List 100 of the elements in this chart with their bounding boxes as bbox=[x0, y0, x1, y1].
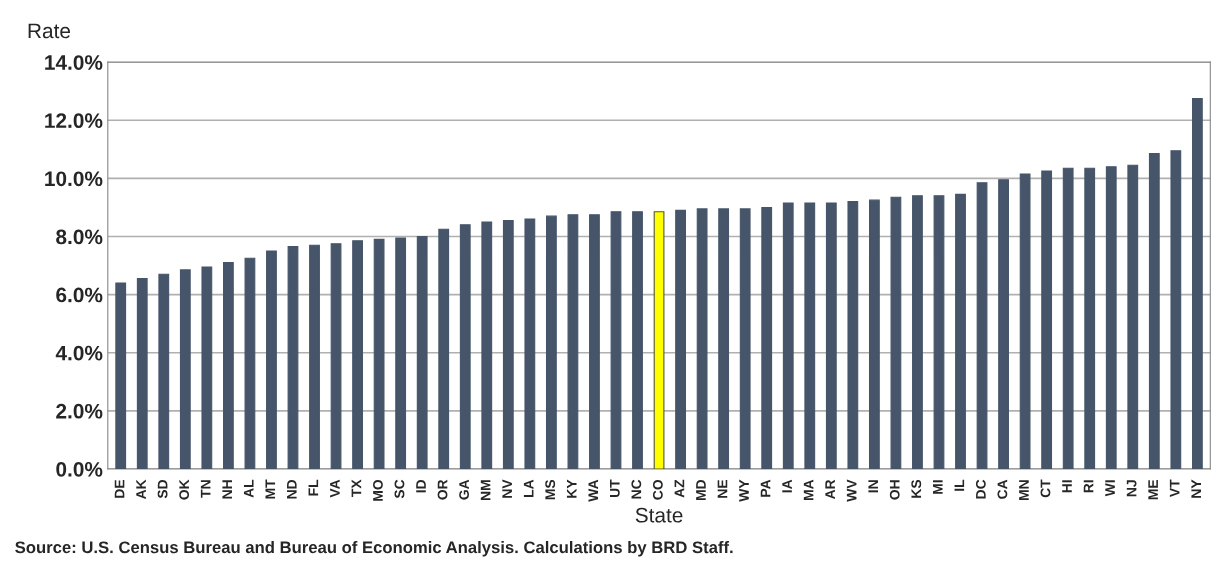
bar bbox=[589, 214, 600, 469]
bar bbox=[201, 266, 213, 469]
x-tick-label: IN bbox=[868, 480, 878, 493]
bar bbox=[1148, 153, 1160, 469]
x-tick-label: MS bbox=[545, 479, 556, 500]
x-tick-label: ND bbox=[287, 479, 297, 499]
x-tick-label: WI bbox=[1105, 480, 1115, 497]
x-tick-label: VT bbox=[1169, 479, 1180, 498]
bar bbox=[1041, 170, 1053, 469]
x-tick-label: NV bbox=[502, 479, 512, 498]
y-axis-title: Rate bbox=[28, 23, 71, 39]
bar bbox=[373, 238, 385, 469]
bar bbox=[847, 201, 859, 469]
x-tick-label: NE bbox=[717, 479, 728, 498]
bar bbox=[459, 224, 471, 469]
y-tick-label: 0.0% bbox=[56, 461, 103, 477]
x-tick-label: MN bbox=[1019, 480, 1029, 501]
x-tick-label: WA bbox=[588, 479, 599, 502]
x-tick-label: FL bbox=[308, 479, 319, 496]
bar bbox=[976, 182, 988, 469]
y-tick-label: 14.0% bbox=[45, 55, 103, 70]
bar bbox=[545, 215, 557, 469]
bar bbox=[1019, 173, 1031, 469]
x-tick-label: CT bbox=[1040, 479, 1051, 498]
bar bbox=[1127, 164, 1139, 469]
x-tick-label: NH bbox=[222, 480, 232, 499]
bar bbox=[868, 199, 880, 469]
bar bbox=[761, 206, 773, 469]
x-tick-label: MD bbox=[696, 479, 706, 501]
x-tick-label: AL bbox=[243, 479, 254, 498]
bar bbox=[933, 195, 945, 469]
y-tick-label: 6.0% bbox=[56, 287, 103, 303]
x-tick-label: AR bbox=[825, 479, 835, 500]
y-tick-label: 8.0% bbox=[56, 229, 103, 245]
bar bbox=[890, 196, 902, 469]
bar bbox=[1105, 166, 1117, 469]
y-tick-label: 4.0% bbox=[55, 345, 103, 361]
bar bbox=[244, 257, 256, 469]
x-tick-label: KS bbox=[911, 479, 922, 498]
x-tick-label: DE bbox=[114, 479, 125, 498]
x-tick-label: HI bbox=[1062, 480, 1072, 493]
bar bbox=[395, 237, 407, 469]
x-tick-label: CA bbox=[997, 479, 1008, 499]
bar bbox=[912, 195, 923, 469]
x-axis-title: State bbox=[635, 507, 683, 523]
y-tick-label: 2.0% bbox=[56, 403, 103, 419]
x-tick-label: WV bbox=[846, 479, 857, 502]
x-tick-label: MA bbox=[803, 479, 814, 501]
y-tick-label: 10.0% bbox=[45, 171, 103, 187]
bar bbox=[309, 244, 320, 469]
bar bbox=[438, 228, 450, 469]
bar bbox=[481, 221, 493, 469]
x-tick-label: NY bbox=[1191, 479, 1201, 498]
bar bbox=[416, 235, 428, 469]
bar bbox=[330, 243, 342, 469]
bar bbox=[158, 273, 170, 469]
x-tick-label: IL bbox=[954, 479, 965, 491]
x-tick-label: TN bbox=[200, 480, 211, 498]
bar bbox=[502, 219, 514, 469]
bar bbox=[1170, 150, 1182, 469]
bar bbox=[567, 214, 579, 469]
bar bbox=[696, 208, 708, 469]
x-tick-label: DC bbox=[975, 479, 986, 499]
bar bbox=[653, 211, 665, 469]
bar bbox=[718, 208, 730, 469]
x-tick-label: AZ bbox=[674, 479, 685, 498]
x-tick-label: WY bbox=[739, 479, 749, 502]
bar bbox=[610, 211, 622, 469]
x-tick-label: ID bbox=[416, 479, 426, 493]
x-tick-label: SD bbox=[157, 479, 168, 499]
x-tick-label: KY bbox=[566, 479, 577, 498]
x-tick-label: LA bbox=[523, 479, 534, 497]
x-tick-label: VA bbox=[330, 479, 340, 498]
x-tick-label: TX bbox=[351, 479, 362, 497]
bar bbox=[782, 202, 794, 469]
y-tick-label: 12.0% bbox=[45, 113, 103, 129]
bar bbox=[955, 193, 966, 469]
bar bbox=[739, 208, 751, 469]
bar bbox=[179, 269, 191, 469]
bar bbox=[998, 179, 1009, 469]
x-tick-label: OR bbox=[437, 479, 448, 500]
bar bbox=[1191, 97, 1203, 469]
bar bbox=[675, 209, 686, 469]
bar bbox=[266, 250, 277, 469]
x-tick-label: MI bbox=[933, 480, 943, 494]
bar bbox=[1084, 167, 1096, 469]
x-tick-label: OK bbox=[179, 479, 190, 500]
x-tick-label: NJ bbox=[1126, 480, 1137, 497]
bar bbox=[632, 211, 643, 469]
source-note: Source: U.S. Census Bureau and Bureau of Economic Analysis. Calculations by BRD Staff. bbox=[15, 540, 733, 557]
x-tick-label: IA bbox=[782, 479, 792, 493]
x-tick-label: MT bbox=[265, 479, 276, 499]
x-tick-label: NC bbox=[631, 479, 642, 499]
x-tick-label: PA bbox=[760, 479, 771, 497]
x-tick-label: AK bbox=[136, 479, 146, 500]
x-tick-label: OH bbox=[889, 480, 900, 500]
x-tick-label: NM bbox=[480, 480, 491, 501]
x-tick-label: MO bbox=[373, 479, 383, 501]
bar bbox=[136, 278, 148, 469]
x-tick-label: GA bbox=[459, 479, 469, 500]
